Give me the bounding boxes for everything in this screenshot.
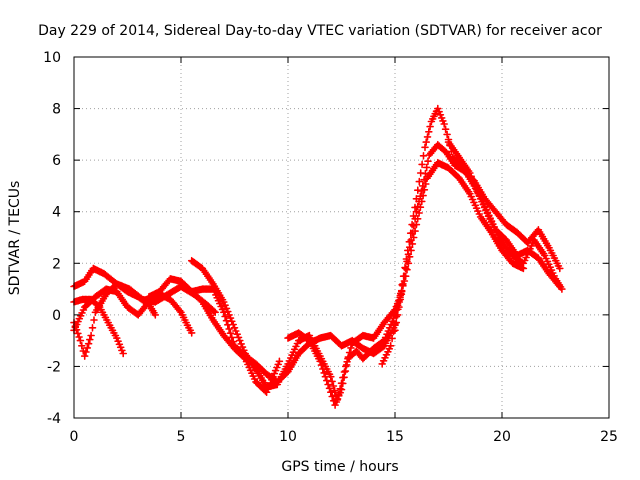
x-tick-label: 25 xyxy=(600,429,618,445)
series-10 xyxy=(391,140,564,335)
data-series xyxy=(70,104,566,409)
series-markers xyxy=(284,158,528,409)
plot-frame xyxy=(73,56,610,419)
y-axis-label: SDTVAR / TECUs xyxy=(7,181,23,296)
x-tick-label: 0 xyxy=(70,429,79,445)
series-5 xyxy=(145,275,399,386)
x-axis-label: GPS time / hours xyxy=(281,459,398,475)
series-markers xyxy=(391,140,564,335)
series-11 xyxy=(444,138,566,293)
axis-ticks: 0 5 10 15 20 25 -4 -2 0 2 4 6 8 10 xyxy=(43,50,618,445)
series-markers xyxy=(444,138,566,293)
y-tick-label: 4 xyxy=(52,205,61,221)
y-tick-label: -2 xyxy=(47,359,61,375)
series-8 xyxy=(284,158,528,409)
series-markers xyxy=(198,298,284,396)
x-tick-label: 10 xyxy=(279,429,297,445)
y-tick-label: 0 xyxy=(52,308,61,324)
series-7 xyxy=(198,298,284,396)
y-tick-label: 6 xyxy=(52,153,61,169)
chart-title: Day 229 of 2014, Sidereal Day-to-day VTE… xyxy=(38,23,602,39)
x-tick-label: 15 xyxy=(386,429,404,445)
x-tick-label: 20 xyxy=(493,429,511,445)
series-markers xyxy=(145,275,399,386)
y-tick-label: 2 xyxy=(52,256,61,272)
x-tick-label: 5 xyxy=(177,429,186,445)
y-tick-label: 8 xyxy=(52,102,61,118)
y-tick-label: -4 xyxy=(47,411,61,427)
y-tick-label: 10 xyxy=(43,50,61,66)
